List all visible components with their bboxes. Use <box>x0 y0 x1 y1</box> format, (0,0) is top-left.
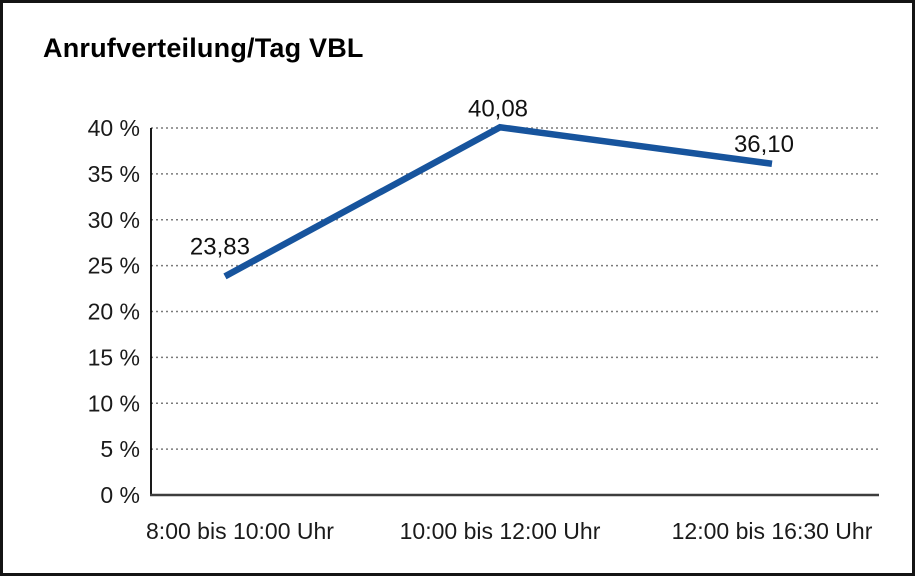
x-tick-label: 10:00 bis 12:00 Uhr <box>400 518 601 544</box>
y-tick-label: 25 % <box>88 253 140 279</box>
y-tick-label: 0 % <box>100 482 140 508</box>
data-point-label: 23,83 <box>190 233 250 260</box>
data-point-label: 36,10 <box>734 131 794 158</box>
y-tick-label: 20 % <box>88 299 140 325</box>
x-tick-label: 12:00 bis 16:30 Uhr <box>672 518 873 544</box>
data-line <box>223 123 773 280</box>
y-tick-label: 35 % <box>88 161 140 187</box>
y-tick-label: 40 % <box>88 115 140 141</box>
y-tick-label: 15 % <box>88 344 140 370</box>
line-chart: 0 % 5 % 10 % 15 % 20 % 25 % 30 % 35 % 40 % 8:00 b… <box>88 95 879 544</box>
y-tick-label: 10 % <box>88 390 140 416</box>
chart-title: Anrufverteilung/Tag VBL <box>43 33 364 63</box>
data-point-label: 40,08 <box>468 95 528 122</box>
y-tick-label: 30 % <box>88 207 140 233</box>
y-tick-label: 5 % <box>100 436 140 462</box>
x-tick-label: 8:00 bis 10:00 Uhr <box>146 518 334 544</box>
